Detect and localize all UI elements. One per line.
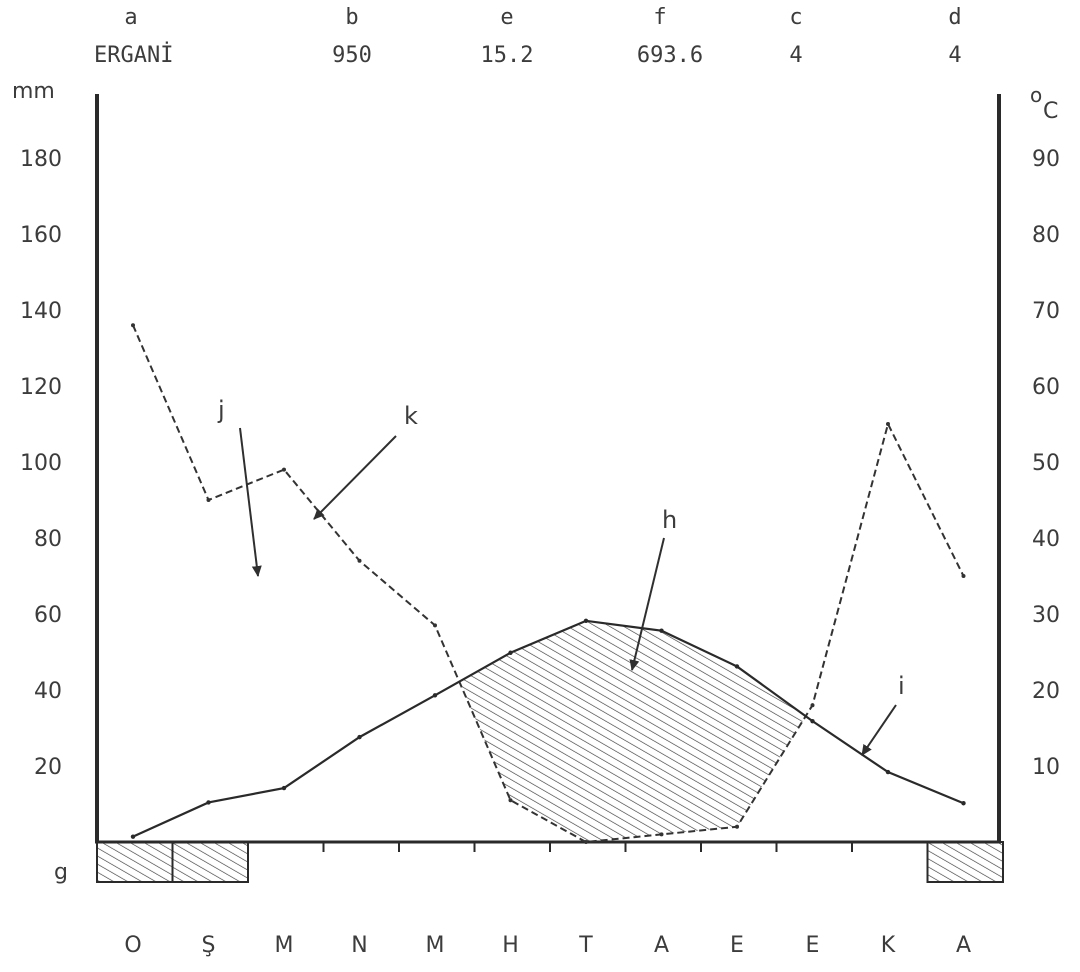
annotation-k: k [404,402,418,430]
precipitation-point [433,623,437,628]
month-label: A [956,933,971,958]
right-tick-label: 90 [1032,147,1060,172]
month-label: K [881,933,896,958]
temperature-point [885,769,891,775]
arrow-j [239,427,262,577]
month-label: H [502,933,519,958]
header-letter-b: b [345,5,358,30]
arrow-h [629,537,665,671]
right-tick-label: 60 [1032,375,1060,400]
left-tick-label: 160 [20,223,62,248]
right-tick-label: 20 [1032,679,1060,704]
annotation-i: i [898,672,905,700]
precipitation-point [584,840,588,844]
month-label: T [578,933,593,958]
left-tick-label: 20 [34,755,62,780]
temperature-point [130,834,136,839]
dry-period-area [459,620,806,842]
right-tick-label: 30 [1032,603,1060,628]
annotation-h: h [662,506,677,534]
header-letter-a: a [124,5,137,30]
temperature-line [132,619,964,838]
right-tick-label: 10 [1032,755,1060,780]
precipitation-line [132,324,965,844]
temperature-years: 4 [789,43,802,68]
left-axis-unit: mm [12,79,55,104]
station-name: ERGANİ [94,42,173,68]
precipitation-point [508,798,513,803]
temperature-point [281,785,287,791]
temperature-point [357,734,362,740]
frost-row-label: g [54,860,68,885]
temperature-point [206,800,211,805]
station-header: a b e f c d ERGANİ 950 15.2 693.6 4 4 [94,5,962,68]
left-tick-label: 40 [34,679,62,704]
month-label: A [654,933,669,958]
left-tick-label: 60 [34,603,62,628]
left-tick-label: 100 [20,451,62,476]
precipitation-point [282,467,286,472]
precipitation-point [357,558,362,563]
arrow-k [313,435,397,520]
left-tick-label: 80 [34,527,62,552]
right-tick-label: 70 [1032,299,1060,324]
precipitation-point [735,824,739,829]
frost-month-block [96,841,174,883]
annotations: j k h i [217,396,905,756]
annual-precipitation: 693.6 [637,43,703,68]
temperature-point [810,718,815,724]
header-letter-e: e [500,5,513,30]
precipitation-point [886,422,890,426]
arrow-i [861,704,897,756]
month-label: O [124,933,141,958]
left-tick-label: 120 [20,375,62,400]
header-letter-c: c [789,5,802,30]
month-label: N [351,933,367,958]
precipitation-point [659,832,664,837]
month-label: E [806,933,820,958]
right-tick-label: 50 [1032,451,1060,476]
precipitation-years: 4 [948,43,961,68]
temperature-point [432,693,438,698]
temperature-point [659,628,664,633]
precipitation-point [131,323,135,328]
right-tick-label: 80 [1032,223,1060,248]
precipitation-point [961,574,966,578]
month-label: E [730,933,744,958]
temperature-point [734,664,740,669]
left-tick-label: 140 [20,299,62,324]
temperature-point [508,650,513,655]
temperature-point [961,801,966,806]
temperature-point [583,618,589,624]
month-label: Ş [202,933,216,958]
header-letter-f: f [653,5,666,30]
right-axis-unit-celsius: C [1043,99,1058,124]
precipitation-point [206,498,211,502]
frost-month-block [171,841,249,883]
month-label: M [275,933,294,958]
header-letter-d: d [948,5,961,30]
frost-month-block [926,841,1004,883]
month-label: M [426,933,445,958]
mean-temperature: 15.2 [481,43,534,68]
station-altitude: 950 [332,43,372,68]
annotation-j: j [217,396,225,424]
left-tick-label: 180 [20,147,62,172]
right-tick-label: 40 [1032,527,1060,552]
right-axis-unit-degree: o [1030,83,1042,107]
precipitation-point [810,703,815,708]
